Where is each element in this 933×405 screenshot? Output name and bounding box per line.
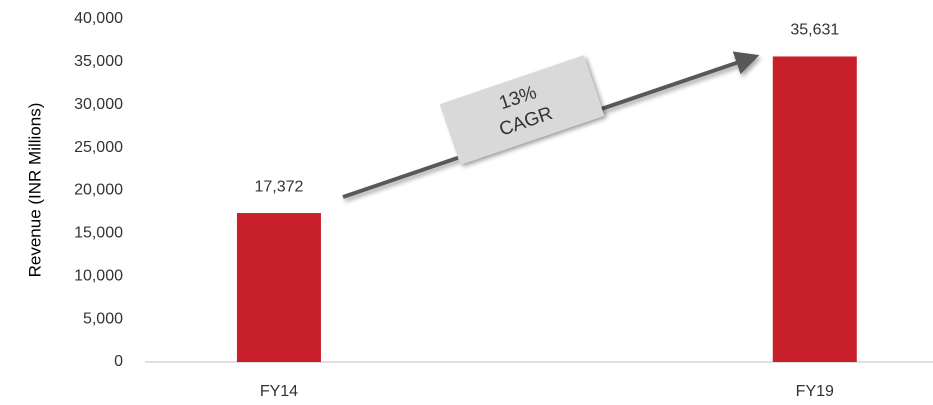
y-tick-label: 25,000 bbox=[74, 139, 123, 156]
y-tick-label: 40,000 bbox=[74, 10, 123, 27]
y-tick-label: 35,000 bbox=[74, 53, 123, 70]
y-axis-label: Revenue (INR Millions) bbox=[25, 103, 44, 278]
value-label: 35,631 bbox=[790, 22, 839, 39]
value-label: 17,372 bbox=[254, 178, 303, 195]
y-tick-label: 5,000 bbox=[83, 310, 123, 327]
y-tick-label: 20,000 bbox=[74, 182, 123, 199]
x-tick-label: FY14 bbox=[260, 383, 298, 400]
y-tick-label: 15,000 bbox=[74, 225, 123, 242]
y-tick-label: 10,000 bbox=[74, 267, 123, 284]
y-tick-label: 0 bbox=[114, 353, 123, 370]
bar bbox=[772, 56, 857, 363]
cagr-box-bg bbox=[439, 55, 605, 165]
y-tick-label: 30,000 bbox=[74, 96, 123, 113]
cagr-box: 13% CAGR bbox=[439, 55, 605, 165]
bar bbox=[236, 213, 321, 362]
x-tick-label: FY19 bbox=[796, 383, 834, 400]
